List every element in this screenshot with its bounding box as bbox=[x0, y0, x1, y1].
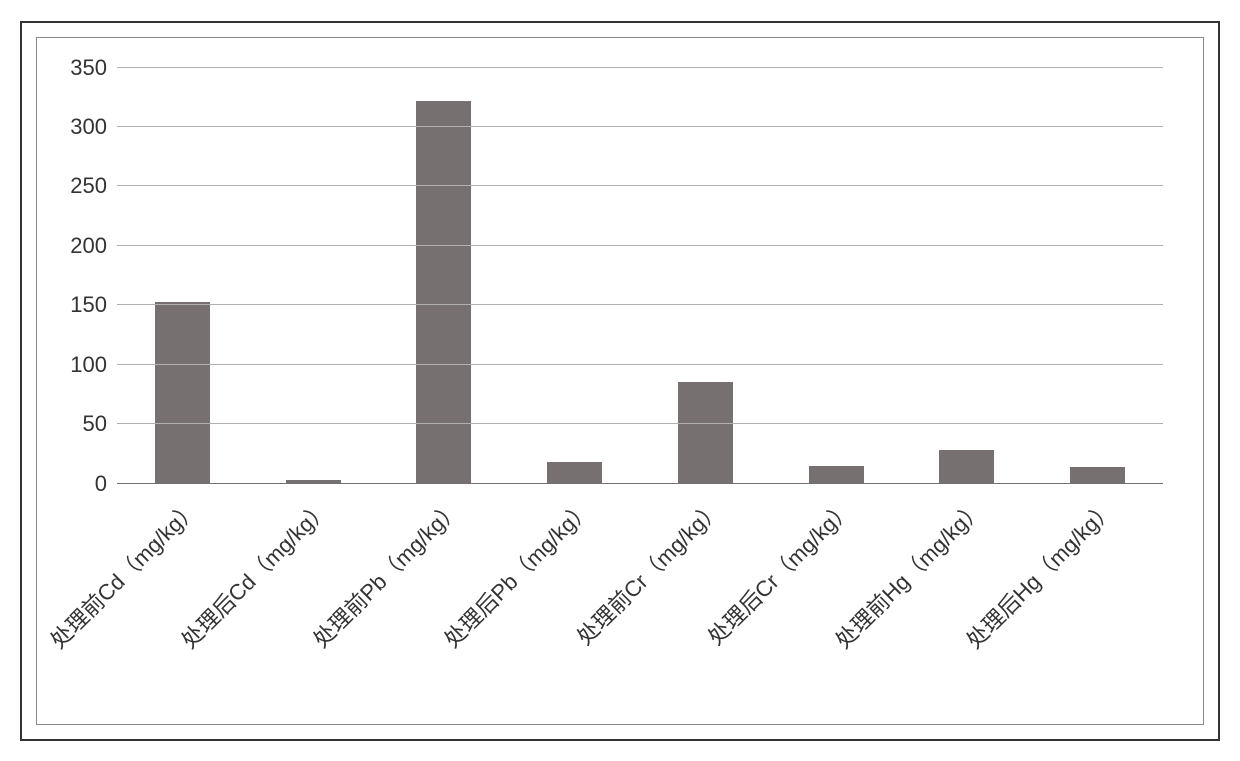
gridline bbox=[117, 245, 1163, 246]
bar-slot bbox=[1032, 68, 1163, 484]
y-tick-label: 200 bbox=[70, 233, 107, 259]
bar-slot bbox=[771, 68, 902, 484]
gridline bbox=[117, 67, 1163, 68]
y-tick-label: 50 bbox=[83, 411, 107, 437]
y-tick-label: 300 bbox=[70, 114, 107, 140]
gridline bbox=[117, 126, 1163, 127]
gridline bbox=[117, 364, 1163, 365]
gridline bbox=[117, 304, 1163, 305]
bar bbox=[939, 450, 994, 483]
y-tick-label: 350 bbox=[70, 55, 107, 81]
plot-area: 050100150200250300350 bbox=[117, 68, 1163, 484]
gridline bbox=[117, 423, 1163, 424]
x-label-slot: 处理后Hg（mg/kg） bbox=[1032, 484, 1163, 714]
bar-slot bbox=[902, 68, 1033, 484]
bar-slot bbox=[379, 68, 510, 484]
y-tick-label: 250 bbox=[70, 173, 107, 199]
bar-slot bbox=[117, 68, 248, 484]
chart-inner-frame: 050100150200250300350 处理前Cd（mg/kg）处理后Cd（… bbox=[36, 37, 1204, 725]
bar-slot bbox=[509, 68, 640, 484]
bar bbox=[678, 382, 733, 483]
bar bbox=[155, 302, 210, 484]
x-axis-labels: 处理前Cd（mg/kg）处理后Cd（mg/kg）处理前Pb（mg/kg）处理后P… bbox=[117, 484, 1163, 714]
bars-container bbox=[117, 68, 1163, 484]
bar bbox=[416, 101, 471, 484]
y-tick-label: 150 bbox=[70, 292, 107, 318]
bar bbox=[547, 462, 602, 483]
y-tick-label: 100 bbox=[70, 352, 107, 378]
plot-wrap: 050100150200250300350 处理前Cd（mg/kg）处理后Cd（… bbox=[47, 58, 1183, 714]
chart-outer-frame: 050100150200250300350 处理前Cd（mg/kg）处理后Cd（… bbox=[20, 21, 1220, 741]
bar-slot bbox=[248, 68, 379, 484]
bar-slot bbox=[640, 68, 771, 484]
y-tick-label: 0 bbox=[95, 471, 107, 497]
bar bbox=[1070, 467, 1125, 484]
bar bbox=[809, 466, 864, 484]
gridline bbox=[117, 185, 1163, 186]
